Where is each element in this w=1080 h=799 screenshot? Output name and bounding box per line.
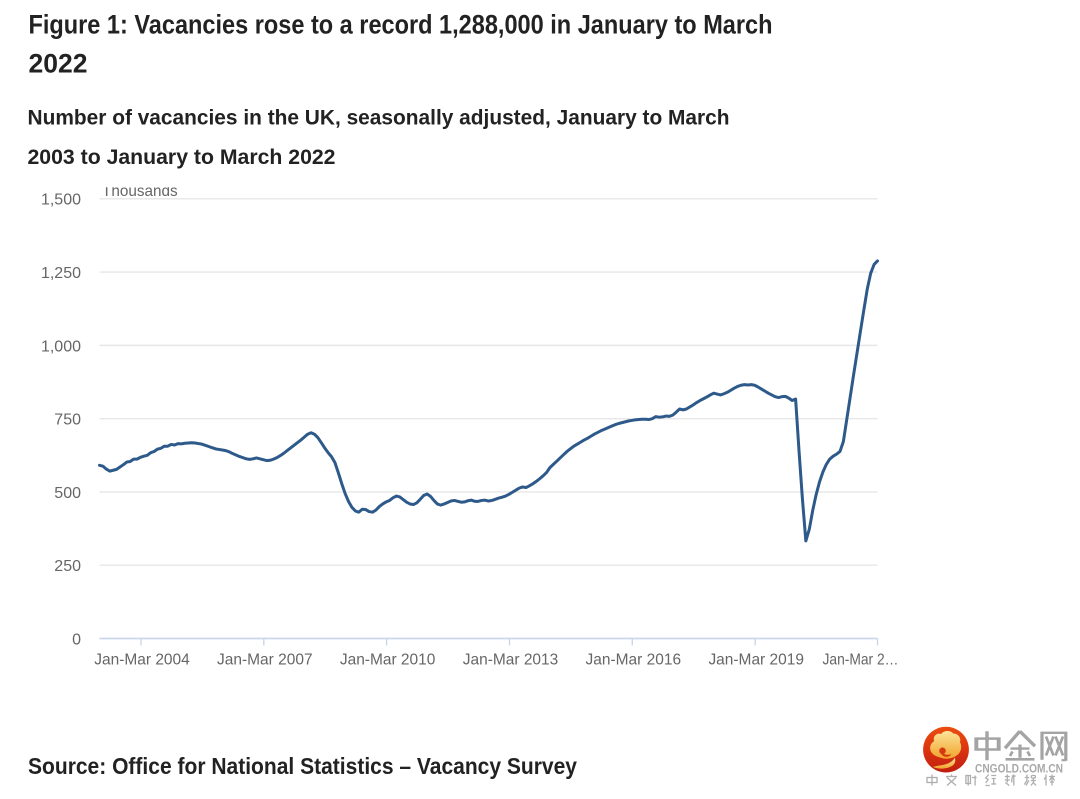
- svg-text:1,000: 1,000: [41, 338, 81, 355]
- svg-text:2022: 2022: [29, 49, 88, 79]
- svg-text:2003 to January to March 2022: 2003 to January to March 2022: [28, 145, 336, 169]
- svg-text:Figure 1: Vacancies rose to a: Figure 1: Vacancies rose to a record 1,2…: [29, 10, 773, 40]
- svg-text:Jan-Mar 2004: Jan-Mar 2004: [94, 651, 190, 668]
- svg-text:Jan-Mar 2019: Jan-Mar 2019: [708, 651, 804, 668]
- svg-text:Jan-Mar 2013: Jan-Mar 2013: [463, 651, 559, 668]
- svg-text:500: 500: [54, 485, 81, 502]
- svg-text:250: 250: [54, 558, 81, 575]
- svg-text:1,250: 1,250: [41, 265, 81, 282]
- svg-text:750: 750: [54, 412, 81, 429]
- svg-text:Thousands: Thousands: [102, 183, 178, 200]
- svg-text:Jan-Mar 2007: Jan-Mar 2007: [217, 651, 313, 668]
- svg-text:Jan-Mar 2016: Jan-Mar 2016: [586, 651, 682, 668]
- svg-text:Jan-Mar 2…: Jan-Mar 2…: [823, 651, 899, 668]
- svg-text:1,500: 1,500: [41, 192, 81, 209]
- svg-text:CNGOLD.COM.CN: CNGOLD.COM.CN: [975, 761, 1063, 775]
- svg-text:Source: Office for National St: Source: Office for National Statistics –…: [28, 753, 577, 779]
- svg-text:Jan-Mar 2010: Jan-Mar 2010: [340, 651, 436, 668]
- svg-text:Number of vacancies in the UK,: Number of vacancies in the UK, seasonall…: [28, 106, 730, 130]
- svg-text:0: 0: [72, 631, 81, 648]
